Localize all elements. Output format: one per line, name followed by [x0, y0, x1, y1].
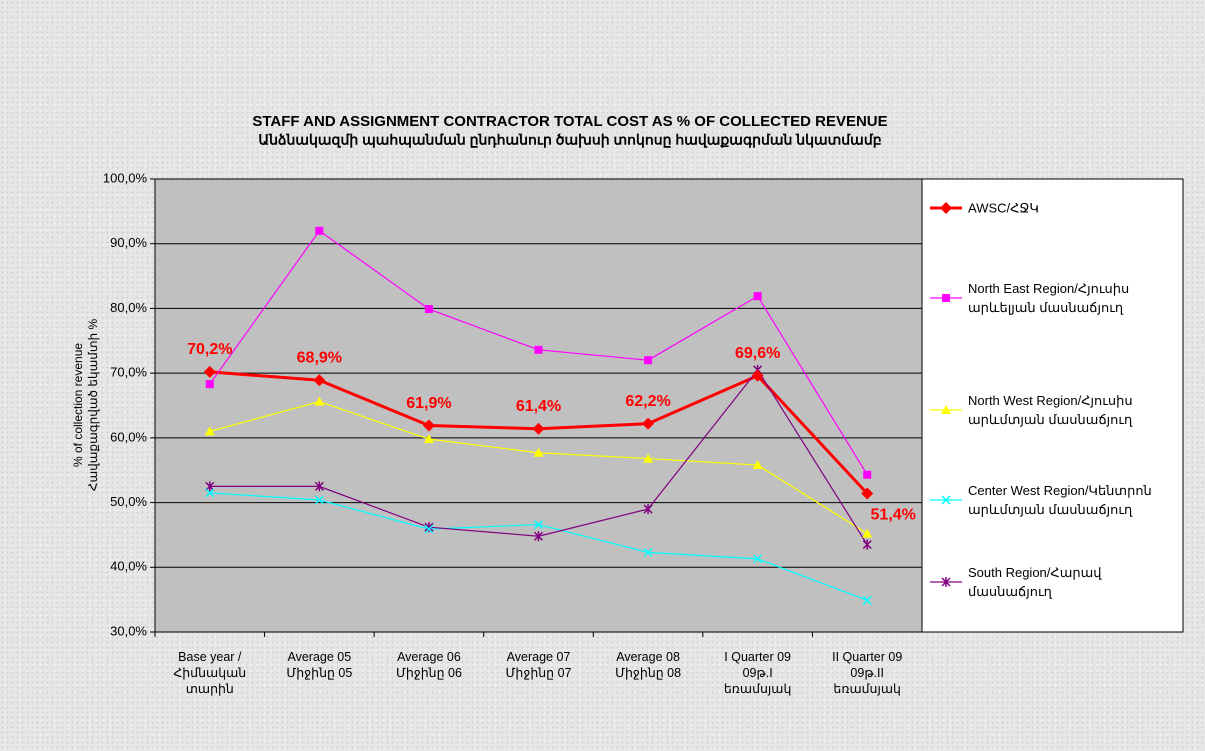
data-label: 61,4%	[516, 398, 561, 415]
marker	[205, 380, 214, 389]
marker	[203, 365, 216, 378]
marker	[753, 292, 762, 301]
marker	[940, 202, 952, 214]
marker	[314, 481, 324, 492]
marker	[533, 531, 544, 542]
marker	[205, 488, 215, 498]
marker	[941, 495, 951, 505]
marker	[314, 495, 324, 505]
y-tick-label: 30,0%	[110, 623, 147, 638]
marker	[422, 419, 435, 432]
y-axis-label: Հավաքագրված եկամտի %	[86, 319, 100, 492]
marker	[642, 417, 655, 430]
marker	[753, 554, 763, 564]
data-label: 51,4%	[871, 507, 916, 524]
marker	[862, 595, 872, 605]
marker	[423, 434, 434, 444]
marker	[314, 396, 325, 406]
data-label: 70,2%	[187, 341, 232, 358]
y-tick-label: 60,0%	[110, 429, 147, 444]
marker	[862, 528, 873, 538]
legend-label: North East Region/Հյուսիս արևելյան մասնա…	[968, 281, 1130, 315]
x-tick-label: Average 07 Միջինը 07	[505, 650, 572, 680]
marker	[941, 577, 951, 587]
legend-box	[921, 178, 1184, 633]
x-tick-label: Base year / Հիմնական տարին	[173, 650, 247, 696]
marker	[205, 481, 215, 492]
x-tick-label: Average 05 Միջինը 05	[286, 650, 353, 680]
plot-area	[154, 178, 923, 633]
legend-label: Center West Region/Կենտրոն արևմտյան մասն…	[968, 483, 1152, 517]
data-label: 62,2%	[625, 393, 670, 410]
marker	[643, 453, 654, 463]
marker	[424, 522, 434, 533]
marker	[643, 547, 653, 557]
chart-title: STAFF AND ASSIGNMENT CONTRACTOR TOTAL CO…	[252, 113, 887, 130]
x-tick-label: Average 06 Միջինը 06	[395, 650, 462, 680]
marker	[941, 405, 951, 414]
y-tick-label: 70,0%	[110, 365, 147, 380]
legend-label: AWSC/ՀՋԿ	[968, 200, 1039, 216]
y-tick-label: 40,0%	[110, 559, 147, 574]
y-tick-label: 50,0%	[110, 494, 147, 509]
x-tick-label: Average 08 Միջինը 08	[615, 650, 682, 680]
marker	[861, 487, 874, 500]
x-tick-label: II Quarter 09 09թ.II եռամսյակ	[832, 650, 903, 696]
marker	[532, 422, 545, 435]
marker	[204, 426, 215, 436]
marker	[863, 470, 872, 479]
marker	[752, 460, 763, 470]
y-tick-label: 100,0%	[103, 170, 148, 185]
marker	[424, 524, 434, 534]
marker	[751, 369, 764, 382]
y-tick-label: 80,0%	[110, 300, 147, 315]
marker	[533, 520, 544, 530]
marker	[942, 294, 950, 302]
marker	[643, 504, 653, 515]
legend-label: South Region/Հարավ մասնաճյուղ	[968, 565, 1102, 599]
marker	[424, 305, 433, 314]
marker	[862, 539, 872, 550]
data-label: 68,9%	[297, 349, 342, 366]
marker	[533, 447, 544, 457]
marker	[644, 356, 653, 365]
legend-label: North West Region/Հյուսիս արևմտյան մասնա…	[968, 393, 1133, 427]
x-tick-label: I Quarter 09 09թ.I եռամսյակ	[723, 650, 792, 696]
marker	[313, 374, 326, 387]
data-label: 69,6%	[735, 345, 780, 362]
data-label: 61,9%	[406, 395, 451, 412]
y-axis-label: % of collection revenue	[71, 343, 85, 467]
marker	[534, 345, 543, 354]
chart-subtitle: Անձնակազմի պահպանման ընդհանուր ծախսի տոկ…	[258, 132, 881, 149]
y-tick-label: 90,0%	[110, 235, 147, 250]
marker	[315, 226, 324, 235]
